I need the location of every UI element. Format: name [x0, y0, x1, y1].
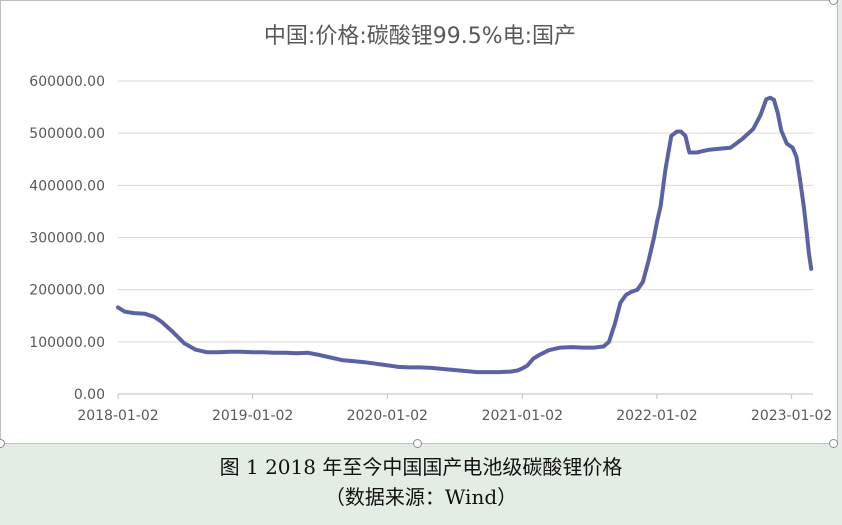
x-tick-label: 2021-01-02: [482, 408, 563, 424]
x-tick-label: 2018-01-02: [77, 408, 158, 424]
x-tick-label: 2020-01-02: [347, 408, 428, 424]
x-tick-labels: 2018-01-02 2019-01-02 2020-01-02 2021-01-02…: [77, 408, 832, 424]
chart-area: 中国:价格:碳酸锂99.5%电:国产 0.00 100000.00 200000.0…: [0, 0, 838, 444]
y-tick-label: 0.00: [74, 387, 105, 403]
y-tick-label: 200000.00: [29, 283, 105, 299]
resize-handle-bottom-right[interactable]: [829, 439, 838, 448]
y-tick-label: 300000.00: [29, 231, 105, 247]
resize-handle-bottom-left[interactable]: [0, 439, 5, 448]
resize-handle-bottom-middle[interactable]: [413, 439, 422, 448]
series-layer: [116, 95, 814, 375]
y-tick-label: 600000.00: [29, 74, 105, 90]
caption-source: （数据来源：Wind）: [324, 485, 518, 509]
line-chart: 中国:价格:碳酸锂99.5%电:国产 0.00 100000.00 200000.0…: [29, 24, 832, 424]
figure-caption: 图 1 2018 年至今中国国产电池级碳酸锂价格 （数据来源：Wind）: [0, 452, 842, 512]
caption-title: 图 1 2018 年至今中国国产电池级碳酸锂价格: [219, 455, 623, 479]
y-tick-label: 500000.00: [29, 126, 105, 142]
x-tick-label: 2023-01-02: [751, 408, 832, 424]
chart-title: 中国:价格:碳酸锂99.5%电:国产: [264, 24, 576, 49]
axes: [117, 393, 813, 399]
resize-handle-top-right[interactable]: [829, 0, 838, 5]
x-tick-label: 2022-01-02: [616, 408, 697, 424]
y-tick-label: 100000.00: [29, 335, 105, 351]
y-tick-labels: 0.00 100000.00 200000.00 300000.00 400000.00…: [29, 74, 105, 403]
series-line: [116, 95, 814, 375]
x-tick-label: 2019-01-02: [212, 408, 293, 424]
gridlines: [118, 80, 813, 343]
y-tick-label: 400000.00: [29, 178, 105, 194]
